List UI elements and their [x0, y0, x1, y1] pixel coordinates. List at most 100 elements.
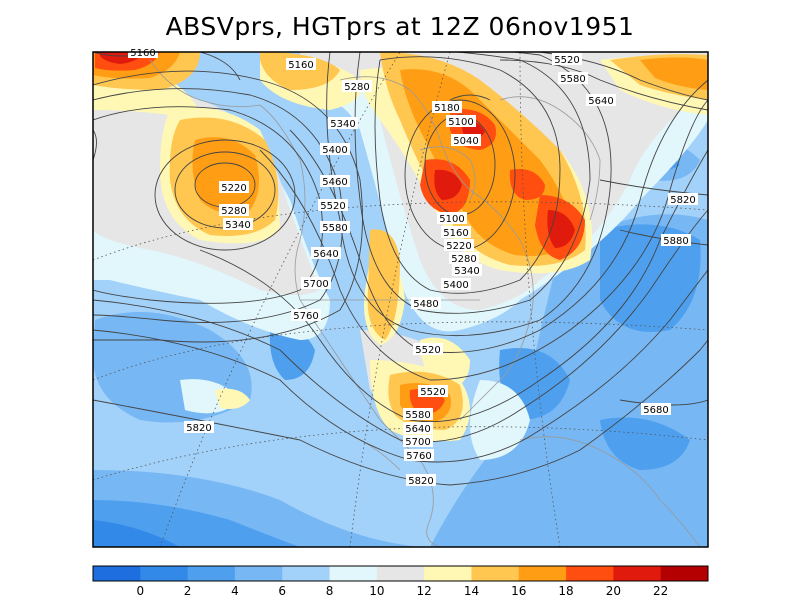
- svg-text:5160: 5160: [130, 48, 155, 59]
- svg-text:5760: 5760: [406, 451, 431, 462]
- contour-label: 5820: [406, 474, 436, 487]
- svg-text:5400: 5400: [322, 145, 347, 156]
- colorbar-swatch: [93, 566, 141, 581]
- svg-text:5820: 5820: [408, 476, 433, 487]
- contour-label: 5520: [413, 343, 443, 356]
- colorbar-swatch: [660, 566, 709, 581]
- svg-text:5580: 5580: [322, 223, 347, 234]
- contour-label: 5820: [184, 421, 214, 434]
- svg-text:5340: 5340: [330, 119, 355, 130]
- colorbar: 0 2 4 6 8 10 12 14 16 18 20 22: [92, 565, 709, 598]
- colorbar-border: [92, 565, 709, 582]
- svg-text:5160: 5160: [443, 228, 468, 239]
- svg-text:5280: 5280: [221, 206, 246, 217]
- contour-label: 5640: [403, 422, 433, 435]
- contour-labels: 5160 5520 5580 5640 5160 5280 5180 5100 …: [128, 46, 698, 487]
- contour-label: 5220: [219, 181, 249, 194]
- contour-label: 5100: [437, 212, 467, 225]
- colorbar-tick-label: 2: [184, 584, 192, 598]
- colorbar-swatch: [424, 566, 472, 581]
- contour-label: 5520: [552, 53, 582, 66]
- svg-text:5520: 5520: [420, 387, 445, 398]
- svg-text:5680: 5680: [643, 405, 668, 416]
- contour-label: 5040: [451, 134, 481, 147]
- svg-text:5220: 5220: [221, 183, 246, 194]
- contour-label: 5640: [311, 247, 341, 260]
- contour-label: 5480: [411, 297, 441, 310]
- contour-label: 5100: [446, 115, 476, 128]
- svg-text:5400: 5400: [443, 280, 468, 291]
- colorbar-tick-label: 14: [464, 584, 479, 598]
- svg-text:5640: 5640: [588, 96, 613, 107]
- colorbar-swatch: [140, 566, 189, 581]
- contour-label: 5220: [444, 239, 474, 252]
- contour-label: 5640: [586, 94, 616, 107]
- svg-text:5520: 5520: [415, 345, 440, 356]
- contour-label: 5880: [661, 234, 691, 247]
- svg-text:5280: 5280: [344, 82, 369, 93]
- svg-text:5580: 5580: [560, 74, 585, 85]
- colorbar-swatch: [613, 566, 662, 581]
- contour-label: 5280: [342, 80, 372, 93]
- colorbar-swatch: [566, 566, 614, 581]
- contour-label: 5340: [452, 264, 482, 277]
- contour-label: 5160: [441, 226, 471, 239]
- colorbar-swatch: [376, 566, 425, 581]
- colorbar-swatch: [187, 566, 236, 581]
- colorbar-tick-label: 22: [653, 584, 668, 598]
- contour-label: 5820: [668, 193, 698, 206]
- svg-text:5280: 5280: [451, 254, 476, 265]
- colorbar-swatch: [518, 566, 567, 581]
- svg-text:5180: 5180: [434, 103, 459, 114]
- colorbar-tick-labels: 0 2 4 6 8 10 12 14 16 18 20 22: [136, 584, 668, 598]
- contour-label: 5180: [432, 101, 462, 114]
- colorbar-swatch: [282, 566, 331, 581]
- svg-text:5700: 5700: [303, 279, 328, 290]
- svg-text:5880: 5880: [663, 236, 688, 247]
- contour-label: 5700: [403, 435, 433, 448]
- colorbar-swatch: [234, 566, 283, 581]
- colorbar-tick-label: 6: [278, 584, 286, 598]
- svg-text:5100: 5100: [448, 117, 473, 128]
- contour-label: 5460: [320, 175, 350, 188]
- contour-label: 5400: [441, 278, 471, 291]
- contour-label: 5520: [418, 385, 448, 398]
- svg-text:5220: 5220: [446, 241, 471, 252]
- graticule: [93, 52, 708, 547]
- contour-label: 5760: [291, 309, 321, 322]
- colorbar-tick-label: 16: [511, 584, 526, 598]
- contour-label: 5680: [641, 403, 671, 416]
- colorbar-tick-label: 12: [417, 584, 432, 598]
- colorbar-swatch: [471, 566, 520, 581]
- contour-label: 5340: [328, 117, 358, 130]
- svg-text:5820: 5820: [186, 423, 211, 434]
- contour-label: 5280: [219, 204, 249, 217]
- contour-label: 5520: [318, 199, 348, 212]
- svg-text:5040: 5040: [453, 136, 478, 147]
- colorbar-tick-label: 10: [369, 584, 384, 598]
- map-title: ABSVprs, HGTprs at 12Z 06nov1951: [165, 12, 635, 41]
- svg-text:5460: 5460: [322, 177, 347, 188]
- svg-text:5160: 5160: [288, 60, 313, 71]
- svg-text:5340: 5340: [225, 220, 250, 231]
- svg-text:5520: 5520: [554, 55, 579, 66]
- contour-label: 5580: [320, 221, 350, 234]
- colorbar-swatch: [329, 566, 378, 581]
- svg-text:5580: 5580: [405, 410, 430, 421]
- colorbar-tick-label: 20: [606, 584, 621, 598]
- svg-text:5480: 5480: [413, 299, 438, 310]
- colorbar-tick-label: 18: [558, 584, 573, 598]
- colorbar-swatches: [93, 566, 709, 581]
- svg-text:5640: 5640: [405, 424, 430, 435]
- svg-text:5760: 5760: [293, 311, 318, 322]
- contour-label: 5760: [404, 449, 434, 462]
- contour-label: 5700: [301, 277, 331, 290]
- svg-text:5100: 5100: [439, 214, 464, 225]
- colorbar-tick-label: 4: [231, 584, 239, 598]
- svg-text:5820: 5820: [670, 195, 695, 206]
- contour-label: 5400: [320, 143, 350, 156]
- contour-label: 5580: [558, 72, 588, 85]
- svg-text:5700: 5700: [405, 437, 430, 448]
- vorticity-field: [93, 52, 708, 547]
